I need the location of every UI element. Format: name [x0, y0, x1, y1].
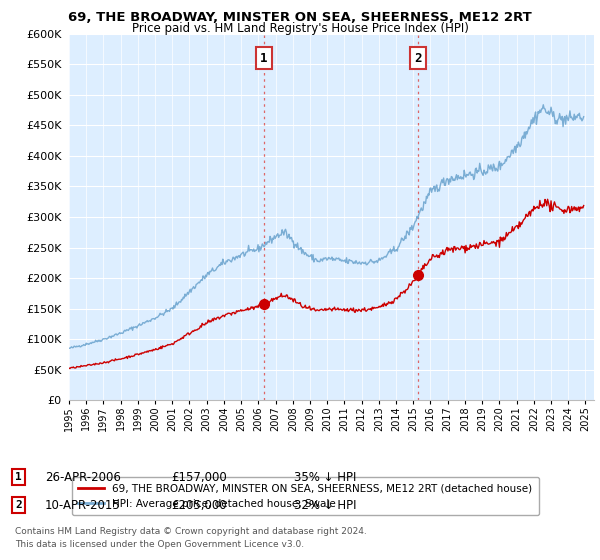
Text: £157,000: £157,000 — [171, 470, 227, 484]
Text: 69, THE BROADWAY, MINSTER ON SEA, SHEERNESS, ME12 2RT: 69, THE BROADWAY, MINSTER ON SEA, SHEERN… — [68, 11, 532, 24]
Text: 1: 1 — [15, 472, 22, 482]
Text: £205,000: £205,000 — [171, 498, 227, 512]
Text: 32% ↓ HPI: 32% ↓ HPI — [294, 498, 356, 512]
Text: Contains HM Land Registry data © Crown copyright and database right 2024.: Contains HM Land Registry data © Crown c… — [15, 527, 367, 536]
Text: 10-APR-2015: 10-APR-2015 — [45, 498, 121, 512]
Text: This data is licensed under the Open Government Licence v3.0.: This data is licensed under the Open Gov… — [15, 540, 304, 549]
Text: 2: 2 — [15, 500, 22, 510]
Legend: 69, THE BROADWAY, MINSTER ON SEA, SHEERNESS, ME12 2RT (detached house), HPI: Ave: 69, THE BROADWAY, MINSTER ON SEA, SHEERN… — [71, 477, 539, 515]
Text: 2: 2 — [414, 52, 422, 64]
Text: 26-APR-2006: 26-APR-2006 — [45, 470, 121, 484]
Text: 1: 1 — [260, 52, 268, 64]
Text: 35% ↓ HPI: 35% ↓ HPI — [294, 470, 356, 484]
Text: Price paid vs. HM Land Registry's House Price Index (HPI): Price paid vs. HM Land Registry's House … — [131, 22, 469, 35]
